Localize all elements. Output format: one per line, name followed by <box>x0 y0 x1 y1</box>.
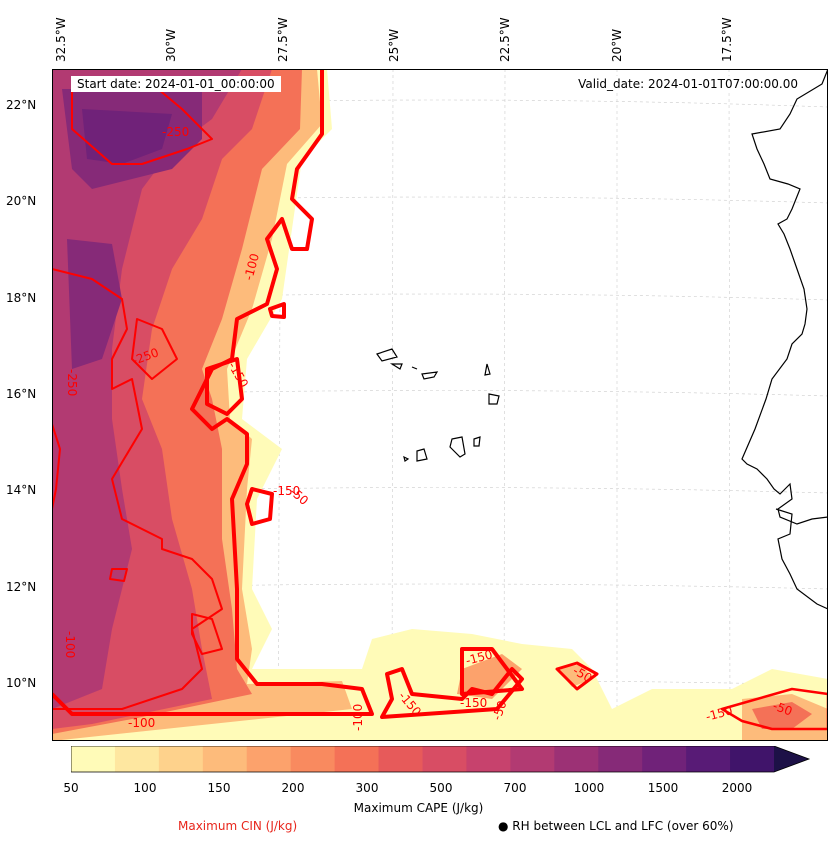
colorbar-cell <box>466 746 511 772</box>
lon-label-17-5w: 17.5°W <box>720 17 734 62</box>
cape-verde-islands <box>376 348 500 462</box>
colorbar-tick: 700 <box>503 781 527 795</box>
start-date-label: Start date: 2024-01-01_00:00:00 <box>71 76 281 92</box>
colorbar-cell <box>378 746 423 772</box>
lat-label-22n: 22°N <box>6 98 37 112</box>
cin-label: -150 <box>273 484 300 498</box>
colorbar-tick: 200 <box>281 781 305 795</box>
colorbar-cell <box>202 746 248 772</box>
coastlines <box>376 69 828 610</box>
lat-label-10n: 10°N <box>6 676 37 690</box>
colorbar-cell <box>686 746 731 772</box>
cin-contours <box>52 69 828 731</box>
colorbar-cell <box>71 746 116 772</box>
cin-label: -100 <box>128 716 155 730</box>
colorbar-cell <box>334 746 380 772</box>
cin-legend-label: Maximum CIN (J/kg) <box>178 819 298 833</box>
valid-date-label: Valid_date: 2024-01-01T07:00:00.00 <box>572 76 804 92</box>
colorbar-cell <box>730 746 775 772</box>
africa-coastline <box>741 69 828 525</box>
lat-label-20n: 20°N <box>6 194 37 208</box>
cin-label: -150 <box>704 703 734 724</box>
colorbar-tick: 100 <box>133 781 157 795</box>
lon-label-20w: 20°W <box>610 28 624 62</box>
cape-cin-map: -250 -250 -250 -100 -150 -150 -50 -100 -… <box>52 69 828 741</box>
cin-label: -50 <box>771 699 794 719</box>
lon-label-30w: 30°W <box>164 28 178 62</box>
cin-label: -100 <box>351 704 365 731</box>
colorbar-cell <box>290 746 336 772</box>
colorbar-extend-arrow <box>774 746 809 772</box>
cin-label: -100 <box>241 252 262 282</box>
rh-legend-label: ● RH between LCL and LFC (over 60%) <box>498 819 734 833</box>
cin-label: -50 <box>490 699 510 722</box>
colorbar-label: Maximum CAPE (J/kg) <box>353 801 484 815</box>
lon-label-27-5w: 27.5°W <box>276 17 290 62</box>
cape-field <box>52 69 828 741</box>
cin-label: -150 <box>460 696 487 710</box>
lon-label-25w: 25°W <box>387 28 401 62</box>
colorbar-outline <box>71 746 811 773</box>
colorbar-cell <box>510 746 555 772</box>
colorbar-tick: 1500 <box>647 781 679 795</box>
colorbar-cell <box>158 746 204 772</box>
lat-label-18n: 18°N <box>6 291 37 305</box>
cin-label: -100 <box>63 631 77 658</box>
colorbar-tick: 2000 <box>721 781 753 795</box>
colorbar-tick: 50 <box>63 781 79 795</box>
colorbar-cell <box>642 746 687 772</box>
colorbar-cell <box>114 746 160 772</box>
colorbar-cell <box>422 746 467 772</box>
lat-label-12n: 12°N <box>6 580 37 594</box>
cin-label: -250 <box>162 125 189 139</box>
cape-colorbar <box>71 746 811 773</box>
colorbar-tick: 300 <box>355 781 379 795</box>
cin-contour-labels: -250 -250 -250 -100 -150 -150 -50 -100 -… <box>63 125 794 731</box>
colorbar-cell <box>598 746 643 772</box>
lat-label-16n: 16°N <box>6 387 37 401</box>
colorbar-cell <box>246 746 292 772</box>
lon-label-22-5w: 22.5°W <box>498 17 512 62</box>
lat-label-14n: 14°N <box>6 483 37 497</box>
cin-label: -150 <box>464 647 494 668</box>
colorbar-tick: 1000 <box>573 781 605 795</box>
colorbar-tick: 500 <box>429 781 453 795</box>
colorbar-cell <box>554 746 599 772</box>
colorbar-tick: 150 <box>207 781 231 795</box>
lon-label-32-5w: 32.5°W <box>54 17 68 62</box>
cin-label: -250 <box>65 369 79 396</box>
map-frame <box>52 69 828 741</box>
